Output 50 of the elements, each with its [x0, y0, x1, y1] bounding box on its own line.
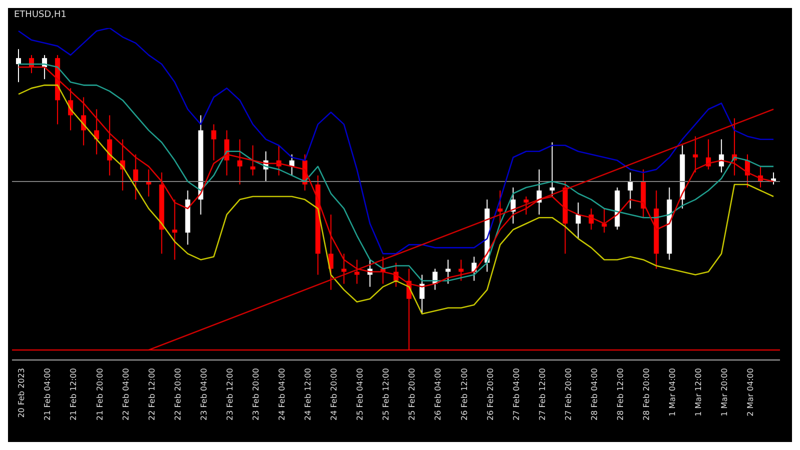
- candlestick: [458, 259, 464, 282]
- candlestick: [602, 208, 607, 234]
- x-tick-label: 23 Feb 20:00: [251, 368, 260, 420]
- candlestick: [472, 256, 477, 282]
- x-tick-label: 1 Mar 04:00: [668, 368, 678, 416]
- x-tick-label: 25 Feb 20:00: [408, 368, 417, 420]
- x-tick-label: 23 Feb 12:00: [225, 368, 234, 420]
- x-tick-label: 28 Feb 20:00: [642, 368, 651, 420]
- x-tick-label: 21 Feb 20:00: [95, 368, 104, 420]
- x-tick-label: 24 Feb 12:00: [304, 368, 313, 420]
- x-tick-label: 28 Feb 04:00: [590, 368, 599, 420]
- x-tick-label: 24 Feb 04:00: [278, 368, 287, 420]
- candlestick: [341, 253, 346, 284]
- candlestick: [420, 274, 425, 314]
- candlestick: [628, 172, 633, 210]
- candlestick: [446, 259, 451, 284]
- x-tick-label: 26 Feb 04:00: [434, 368, 443, 420]
- x-tick-label: 26 Feb 20:00: [486, 368, 495, 420]
- candlestick: [550, 142, 555, 198]
- candlestick: [237, 138, 242, 185]
- chart-title: ETHUSD,H1: [13, 9, 68, 22]
- x-tick-label: 27 Feb 12:00: [538, 368, 547, 420]
- candlestick: [576, 202, 581, 240]
- x-tick-label: 27 Feb 04:00: [512, 368, 521, 420]
- candlestick: [133, 154, 138, 200]
- x-tick-label: 21 Feb 12:00: [69, 368, 78, 420]
- x-tick-label: 22 Feb 12:00: [147, 368, 156, 420]
- candlestick: [354, 259, 360, 284]
- x-tick-label: 22 Feb 20:00: [173, 368, 182, 420]
- candlestick: [211, 124, 216, 161]
- x-tick-label: 27 Feb 20:00: [564, 368, 573, 420]
- x-tick-label: 22 Feb 04:00: [121, 368, 130, 420]
- x-tick-label: 1 Mar 20:00: [720, 368, 730, 416]
- x-tick-label: 25 Feb 04:00: [356, 368, 365, 420]
- x-tick-label: 20 Feb 2023: [17, 368, 26, 418]
- candlestick: [498, 190, 503, 224]
- x-tick-label: 21 Feb 04:00: [43, 368, 52, 420]
- x-tick-label: 28 Feb 12:00: [616, 368, 625, 420]
- x-tick-label: 1 Mar 12:00: [694, 368, 704, 416]
- x-tick-label: 2 Mar 04:00: [746, 368, 756, 416]
- candlestick: [524, 196, 529, 216]
- x-tick-label: 25 Feb 12:00: [382, 368, 391, 420]
- candlestick: [172, 199, 178, 260]
- candlestick: [16, 48, 21, 83]
- x-tick-label: 26 Feb 12:00: [460, 368, 469, 420]
- candlestick: [107, 114, 112, 176]
- candlestick: [692, 136, 698, 173]
- candlestick: [250, 144, 256, 176]
- x-tick-label: 24 Feb 20:00: [330, 368, 339, 420]
- x-tick-label: 23 Feb 04:00: [199, 368, 208, 420]
